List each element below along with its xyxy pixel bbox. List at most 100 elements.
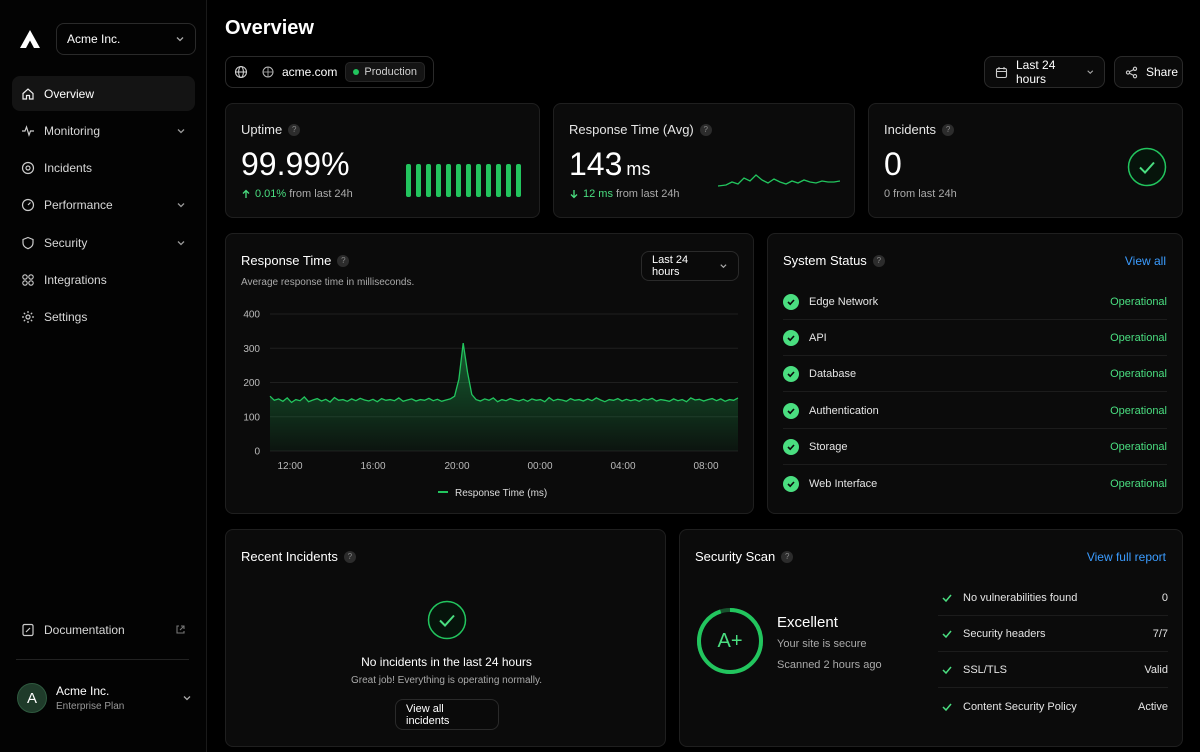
check-icon [783,365,799,382]
sidebar-item-monitoring[interactable]: Monitoring [12,113,195,148]
sidebar-item-label: Overview [44,86,95,101]
alert-circle-icon [21,161,35,175]
service-status: Operational [1110,331,1167,344]
check-icon [783,438,799,455]
security-check-row: Security headers 7/7 [938,616,1168,652]
sidebar-item-label: Security [44,235,88,250]
x-tick-label: 08:00 [693,461,718,472]
check-circle-icon [1127,147,1167,187]
chart-range-label: Last 24 hours [652,254,689,278]
arrow-up-icon [242,189,250,198]
recent-incidents-title: Recent Incidents [241,549,338,564]
environment-label: Production [364,66,417,78]
response-change: 12 ms [583,188,613,200]
service-name: Database [809,367,857,380]
sidebar-item-settings[interactable]: Settings [12,300,195,335]
uptime-title: Uptime [241,122,283,137]
uptime-bar [466,164,471,197]
chevron-down-icon [1086,70,1093,75]
response-time-card: Response Time (Avg)? 143 ms 12 ms from la… [553,103,855,218]
view-all-incidents-button[interactable]: View all incidents [395,699,499,730]
uptime-change-suffix: from last 24h [289,188,353,200]
status-row: Database Operational [783,356,1167,392]
service-name: Web Interface [809,478,878,490]
response-unit: ms [626,159,651,179]
status-row: Authentication Operational [783,393,1167,429]
sidebar-item-performance[interactable]: Performance [12,188,195,223]
chevron-down-icon [720,264,727,269]
time-range-label: Last 24 hours [1016,58,1056,86]
sidebar-nav: Overview Monitoring Incidents Performanc… [12,76,195,337]
sidebar-item-incidents[interactable]: Incidents [12,151,195,186]
check-icon [942,594,952,602]
share-label: Share [1146,65,1179,79]
y-tick-label: 400 [243,310,260,321]
chevron-down-icon [177,240,185,246]
response-time-chart: 0 100 200 300 400 12:00 16:00 20:00 00:00 04:00 08… [243,310,739,499]
uptime-bar [476,164,481,197]
help-icon[interactable]: ? [343,550,356,563]
check-label: No vulnerabilities found [963,591,1078,604]
gauge-icon [21,198,35,212]
incidents-sub: 0 from last 24h [884,188,957,200]
status-row: Storage Operational [783,429,1167,465]
help-icon[interactable]: ? [337,254,350,267]
response-title: Response Time (Avg) [569,122,694,137]
chevron-down-icon [177,203,185,208]
page-title: Overview [225,17,314,39]
help-icon[interactable]: ? [288,123,301,136]
sidebar-item-overview[interactable]: Overview [12,76,195,111]
system-status-card: System Status ? View all Edge Network Op… [767,233,1183,514]
site-domain: acme.com [282,65,338,79]
incidents-value: 0 [884,146,902,182]
uptime-bars [406,164,521,197]
uptime-value: 99.99% [241,146,350,182]
view-full-report-link[interactable]: View full report [1086,550,1166,564]
x-tick-label: 04:00 [610,461,635,472]
incidents-title: Incidents [884,122,937,137]
sidebar-item-label: Integrations [44,272,107,287]
y-tick-label: 200 [243,378,260,389]
response-change-suffix: from last 24h [615,188,680,200]
user-menu[interactable]: A Acme Inc. Enterprise Plan [17,680,192,716]
uptime-bar [486,164,491,197]
avatar: A [17,683,47,713]
y-tick-label: 100 [243,412,260,423]
chevron-down-icon [176,37,184,42]
check-icon [783,293,799,310]
documentation-link[interactable]: Documentation [12,612,195,647]
time-range-select[interactable]: Last 24 hours [984,56,1105,88]
share-icon [1125,66,1138,79]
document-icon [21,623,35,637]
help-icon[interactable]: ? [781,550,794,563]
view-all-link[interactable]: View all [1124,254,1166,268]
security-check-row: Content Security Policy Active [938,689,1168,725]
check-label: Content Security Policy [963,701,1077,713]
check-icon [783,476,799,492]
x-tick-label: 00:00 [527,461,552,472]
security-message: Your site is secure [777,638,867,650]
uptime-card: Uptime? 99.99% 0.01% from last 24h [225,103,540,218]
series-area [270,343,738,451]
y-tick-label: 0 [254,447,260,458]
service-name: Edge Network [809,295,879,308]
org-selector[interactable]: Acme Inc. [56,23,196,55]
activity-icon [21,124,35,138]
chart-range-select[interactable]: Last 24 hours [641,251,739,281]
gear-icon [21,310,35,324]
share-button[interactable]: Share [1114,56,1183,88]
check-icon [783,402,799,419]
site-selector[interactable]: acme.com Production [225,56,434,88]
response-time-chart-card: Response Time ? Average response time in… [225,233,754,514]
help-icon[interactable]: ? [942,123,955,136]
check-circle-icon [427,600,467,640]
sidebar-item-integrations[interactable]: Integrations [12,262,195,297]
uptime-bar [496,164,501,197]
sidebar-item-security[interactable]: Security [12,225,195,260]
help-icon[interactable]: ? [699,123,712,136]
help-icon[interactable]: ? [872,254,885,267]
acme-logo-icon[interactable] [19,29,41,49]
series-line [269,343,739,404]
service-status: Operational [1110,440,1167,453]
uptime-bar [506,164,511,197]
